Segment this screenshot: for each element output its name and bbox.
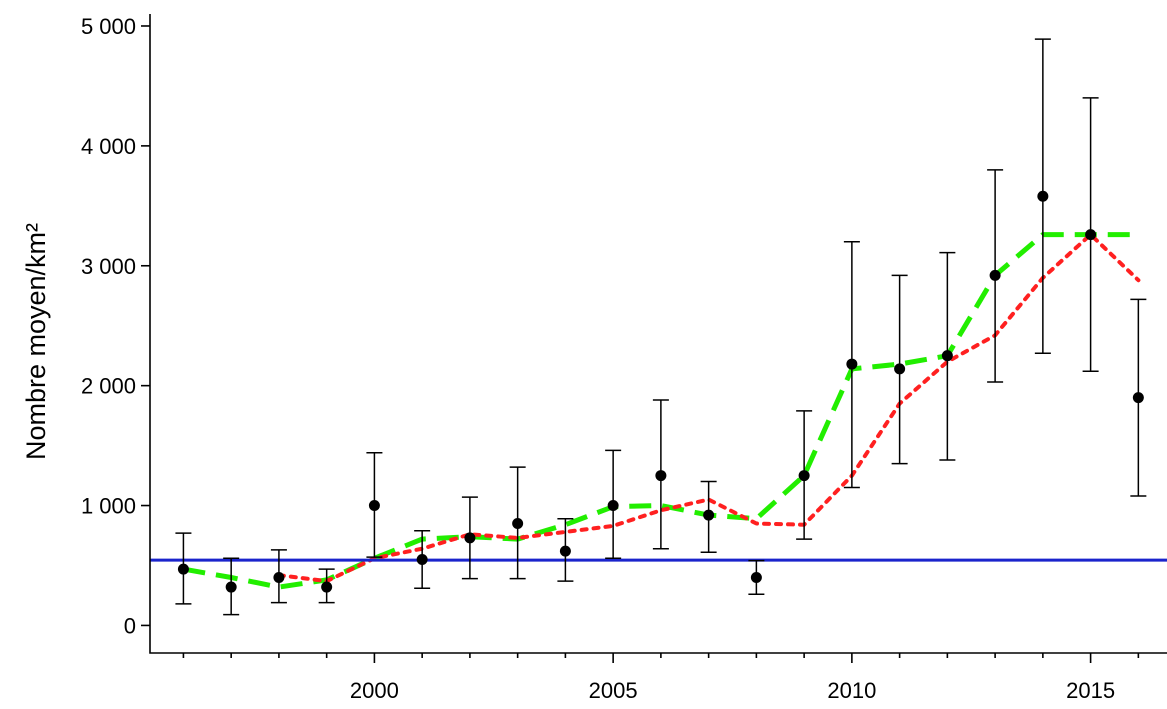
data-point: [559, 545, 571, 557]
data-point: [894, 363, 906, 375]
y-axis-title: Nombre moyen/km²: [21, 223, 51, 460]
y-tick-label: 4 000: [81, 134, 136, 159]
data-point: [798, 470, 810, 482]
data-point: [655, 470, 667, 482]
y-tick-label: 1 000: [81, 494, 136, 519]
data-point: [1037, 190, 1049, 202]
x-tick-label: 2005: [589, 678, 638, 703]
data-point: [846, 358, 858, 370]
x-tick-label: 2015: [1066, 678, 1115, 703]
y-tick-label: 2 000: [81, 374, 136, 399]
data-point: [750, 571, 762, 583]
axes: 0 1 000 2 000 3 000 4 000 5 000 2000 2005 2010 20…: [81, 14, 1167, 703]
x-tick-label: 2010: [827, 678, 876, 703]
data-point: [177, 563, 189, 575]
data-point: [607, 500, 619, 512]
data-point: [464, 532, 476, 544]
data-point: [368, 500, 380, 512]
data-point: [512, 518, 524, 530]
data-point: [1132, 392, 1144, 404]
axis-frame: [149, 14, 1167, 654]
y-tick-label: 0: [124, 613, 136, 638]
data-points: [177, 190, 1144, 593]
data-point: [321, 581, 333, 593]
y-tick-label: 5 000: [81, 14, 136, 39]
trend-line-dashed: [182, 232, 1139, 590]
data-point: [703, 509, 715, 521]
x-tick-label: 2000: [350, 678, 399, 703]
data-point: [941, 350, 953, 362]
data-point: [989, 269, 1001, 281]
data-point: [416, 553, 428, 565]
y-tick-label: 3 000: [81, 254, 136, 279]
data-point: [273, 571, 285, 583]
data-point: [225, 581, 237, 593]
data-point: [1085, 229, 1097, 241]
